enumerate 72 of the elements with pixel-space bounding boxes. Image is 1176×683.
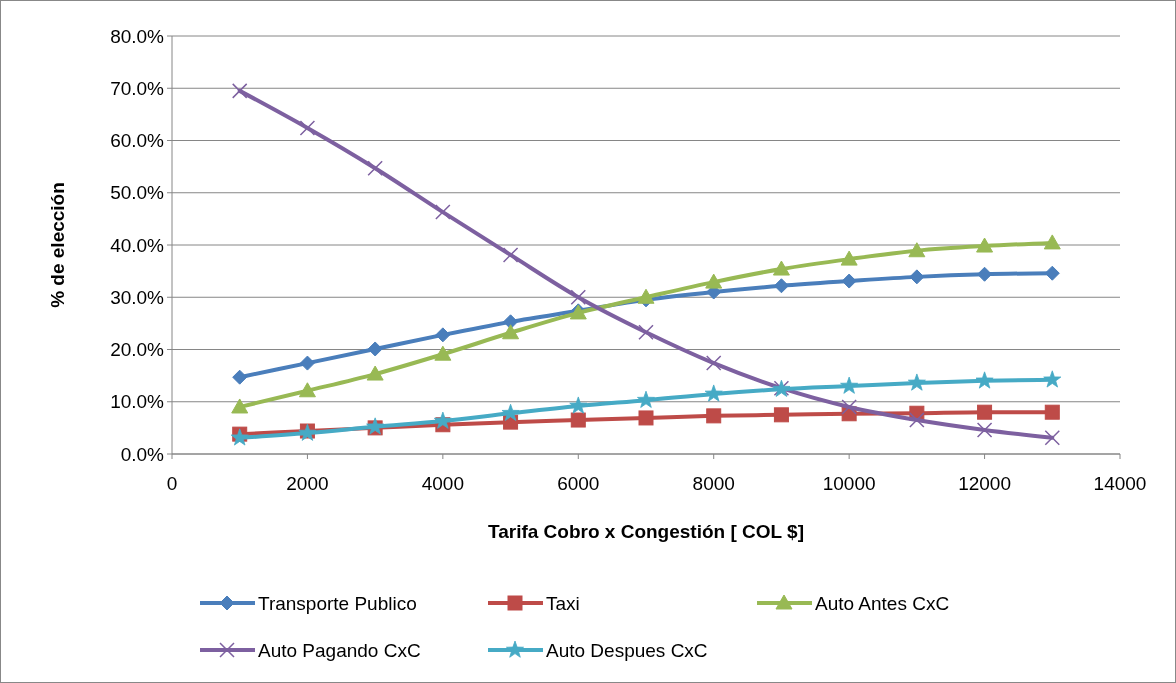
point xyxy=(502,324,520,340)
point xyxy=(637,390,655,408)
point xyxy=(840,250,858,266)
point xyxy=(299,355,315,371)
point xyxy=(569,396,588,414)
point xyxy=(435,327,451,343)
point xyxy=(706,408,722,424)
x-tick-label: 6000 xyxy=(557,473,600,494)
point xyxy=(1044,430,1061,446)
point xyxy=(570,289,587,305)
point xyxy=(976,237,994,253)
y-tick-label: 80.0% xyxy=(110,25,165,47)
x-tick-label: 4000 xyxy=(421,473,464,494)
x-axis-title: Tarifa Cobro x Congestión [ COL $] xyxy=(488,521,804,542)
x-tick-label: 8000 xyxy=(692,473,735,494)
point xyxy=(1043,370,1062,388)
y-tick-label: 40.0% xyxy=(110,234,165,256)
point xyxy=(367,160,383,176)
point xyxy=(570,412,586,428)
point xyxy=(502,247,519,263)
point xyxy=(840,376,859,394)
point xyxy=(433,411,452,429)
y-tick-label: 0.0% xyxy=(120,443,165,465)
point xyxy=(976,422,993,438)
point xyxy=(1043,234,1061,250)
point xyxy=(908,242,926,258)
point xyxy=(909,269,925,285)
point xyxy=(907,373,926,391)
point xyxy=(231,398,249,414)
point xyxy=(1044,265,1060,281)
x-tick-label: 10000 xyxy=(822,473,876,494)
point xyxy=(773,407,789,423)
legend-label: Auto Pagando CxC xyxy=(258,639,421,661)
point xyxy=(773,278,789,294)
x-tick-label: 0 xyxy=(166,473,178,494)
point xyxy=(232,369,248,385)
y-tick-label: 60.0% xyxy=(110,130,165,152)
y-tick-label: 70.0% xyxy=(110,77,165,99)
point xyxy=(772,260,790,276)
point xyxy=(841,273,857,289)
x-tick-label: 2000 xyxy=(286,473,329,494)
point xyxy=(299,120,316,136)
x-tick-label: 12000 xyxy=(958,473,1011,494)
point xyxy=(435,204,451,220)
point xyxy=(230,428,249,446)
point xyxy=(231,83,248,99)
y-tick-label: 30.0% xyxy=(110,286,165,308)
point xyxy=(705,355,722,371)
y-axis-title: % de elección xyxy=(47,182,68,308)
point xyxy=(434,345,452,361)
x-tick-label: 14000 xyxy=(1093,473,1147,494)
legend-label: Auto Despues CxC xyxy=(546,639,708,661)
legend-label: Taxi xyxy=(546,592,580,614)
point xyxy=(705,273,723,289)
point xyxy=(637,288,655,304)
point xyxy=(638,410,654,426)
point xyxy=(1044,404,1060,420)
point xyxy=(909,412,925,428)
point xyxy=(501,403,520,421)
y-tick-label: 50.0% xyxy=(110,182,165,204)
point xyxy=(975,371,994,389)
point xyxy=(704,384,723,402)
point xyxy=(638,324,654,341)
point xyxy=(298,382,316,398)
point xyxy=(367,341,383,357)
point xyxy=(366,365,384,381)
point xyxy=(977,404,993,420)
legend-label: Auto Antes CxC xyxy=(815,592,950,614)
point xyxy=(841,399,857,415)
y-tick-label: 20.0% xyxy=(110,339,165,361)
y-tick-label: 10.0% xyxy=(110,391,165,413)
legend-label: Transporte Publico xyxy=(258,592,417,614)
